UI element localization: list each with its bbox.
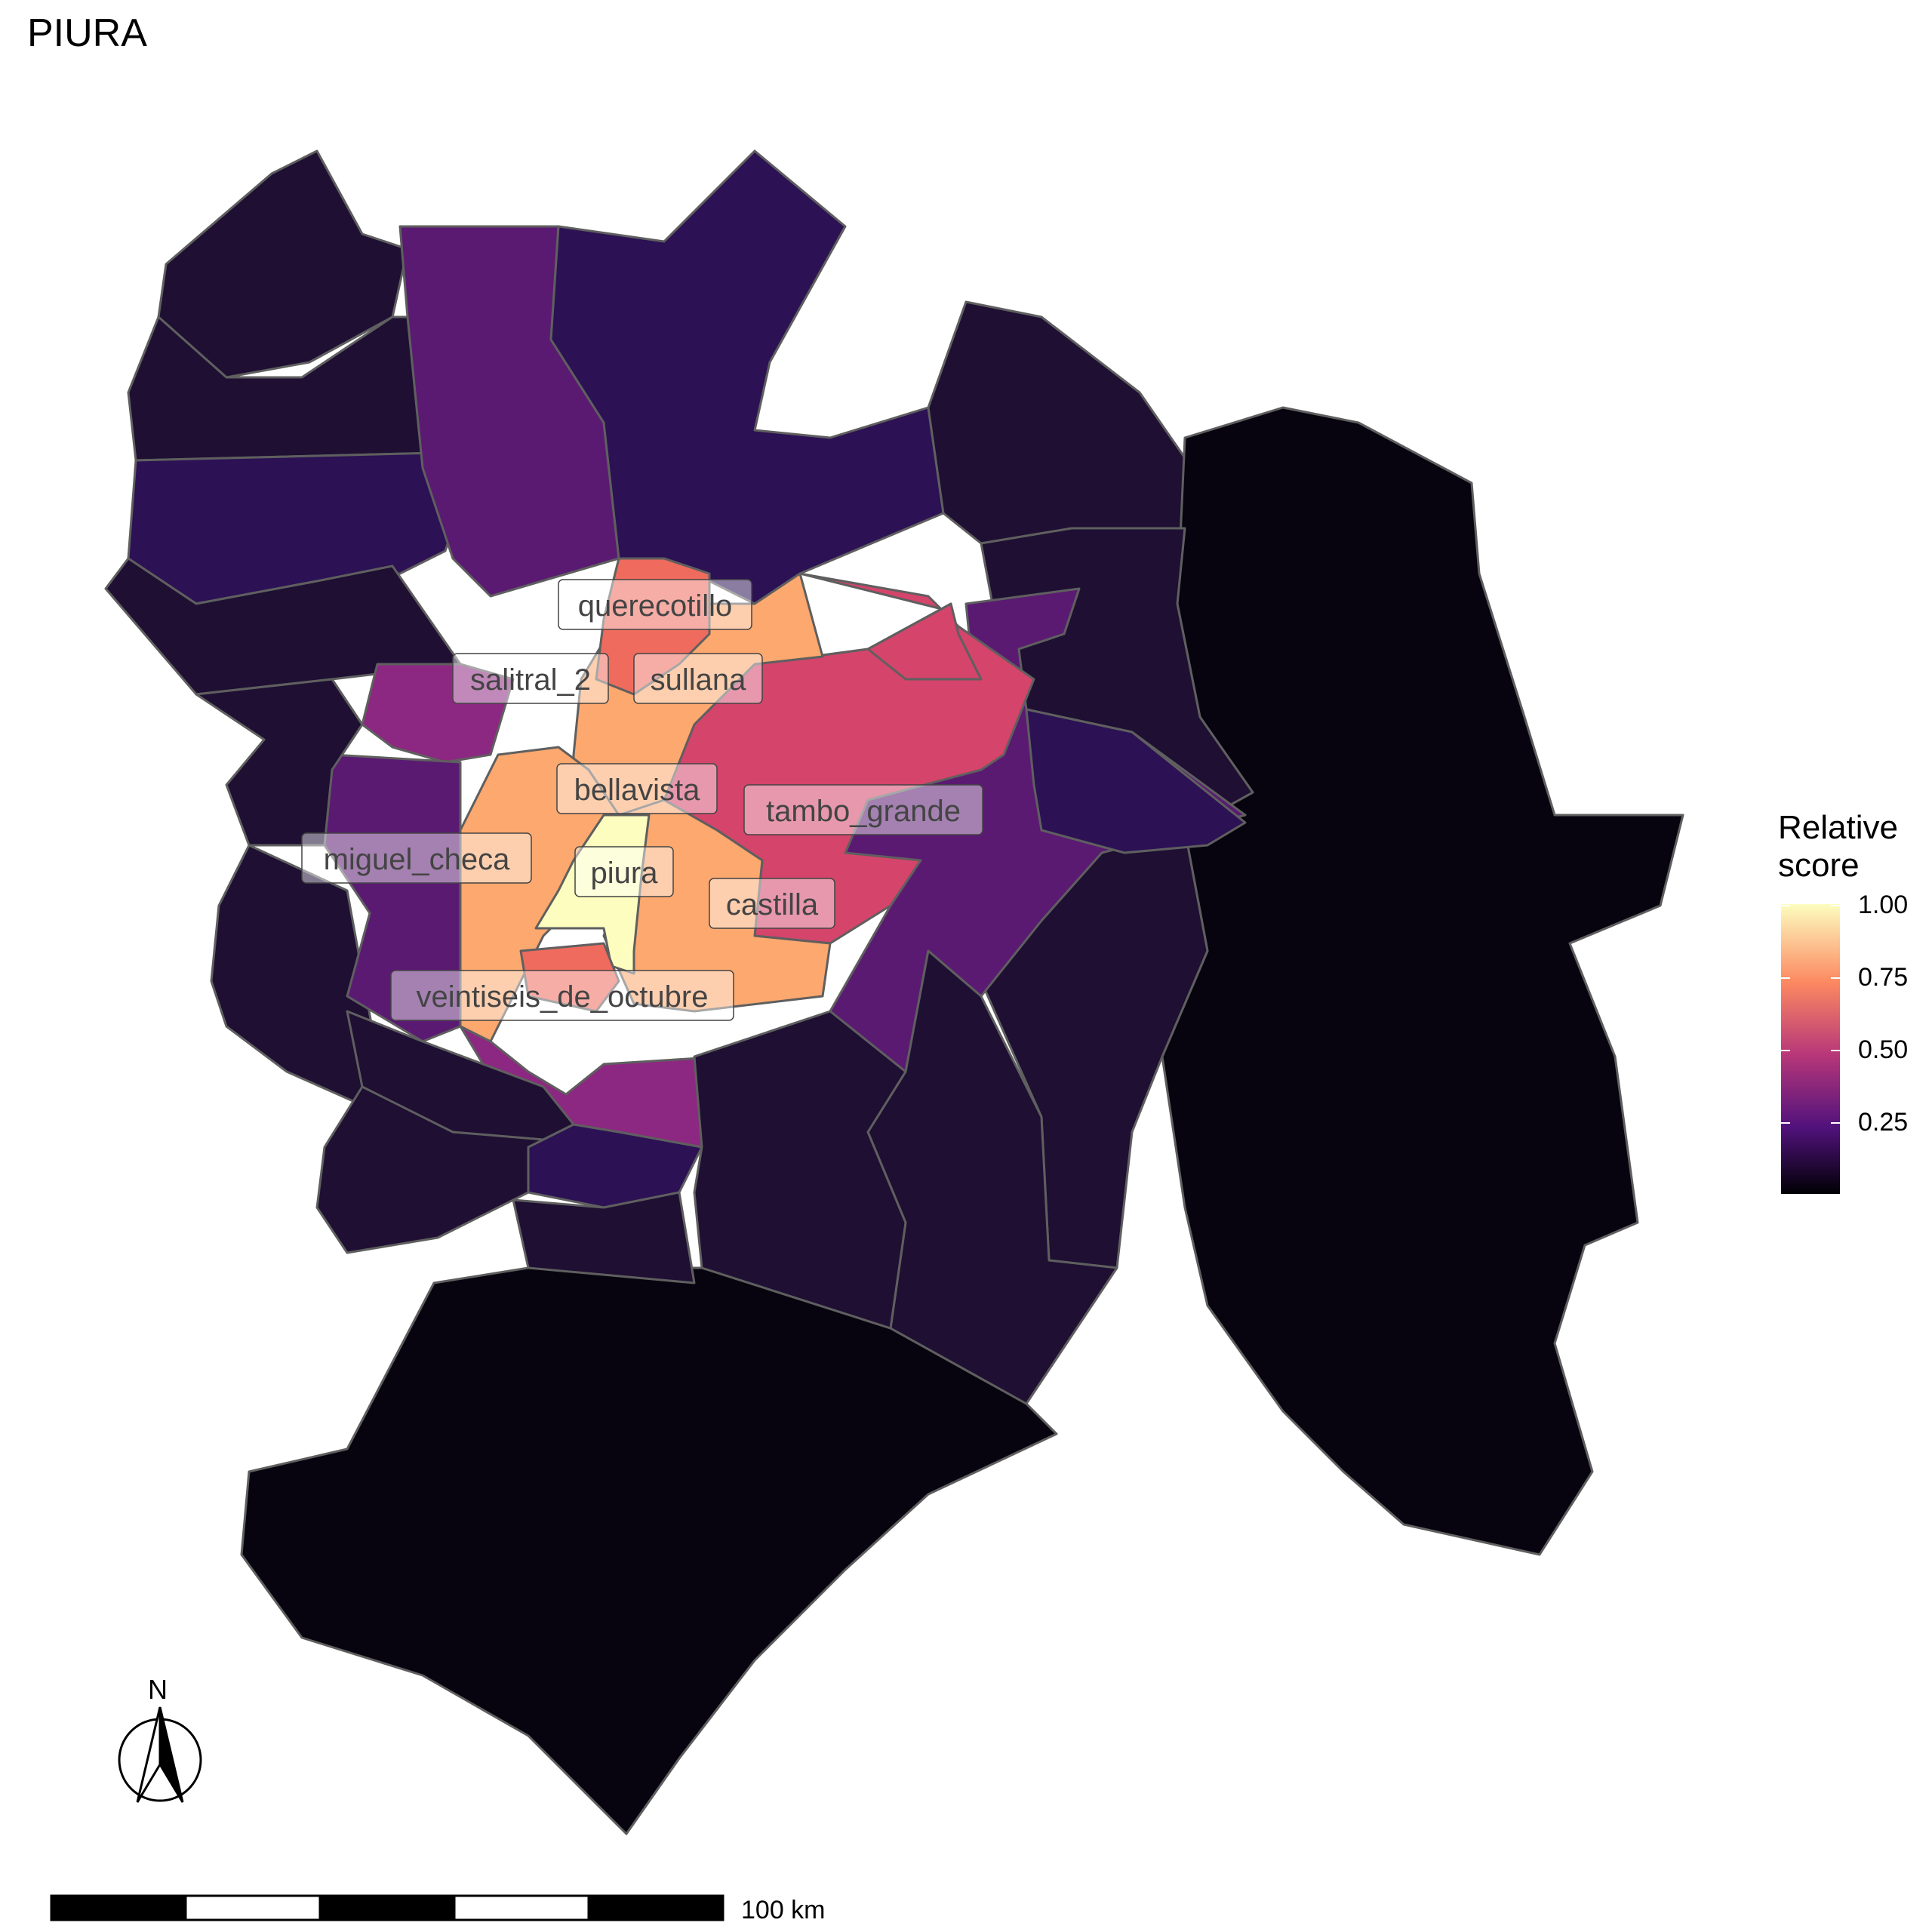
scale-bar — [50, 1894, 724, 1921]
district-east-1 — [1161, 406, 1684, 1556]
district-miguel-checa — [323, 753, 462, 1043]
district-northeast — [927, 300, 1209, 545]
north-arrow-letter: N — [148, 1674, 168, 1705]
label-veintiseis-text: veintiseis_de_octubre — [417, 980, 709, 1014]
district-layer — [104, 149, 1684, 1835]
legend-title-line1: Relative — [1778, 809, 1898, 846]
page-title: PIURA — [27, 11, 147, 55]
label-salitral-text: salitral_2 — [470, 663, 591, 697]
label-castilla-text: castilla — [726, 888, 819, 921]
legend-title-line2: score — [1778, 847, 1860, 884]
district-south-central-2 — [512, 1191, 696, 1284]
district-west-coast — [210, 844, 379, 1103]
district-south-coast — [240, 1266, 1058, 1835]
district-labels: querecotillo salitral_2 sullana bellavis… — [301, 579, 983, 1021]
label-bellavista: bellavista — [556, 763, 718, 814]
district-northwest-1 — [157, 149, 409, 379]
district-tambo-north — [866, 602, 983, 681]
district-salitral — [361, 663, 515, 764]
district-west-dark-strip — [195, 678, 364, 847]
label-tambo-grande-text: tambo_grande — [766, 795, 961, 828]
label-miguel-checa-text: miguel_checa — [324, 843, 511, 876]
label-piura: piura — [574, 846, 674, 897]
label-sullana: sullana — [633, 653, 763, 704]
label-miguel-checa: miguel_checa — [301, 832, 532, 884]
legend-tick-label: 0.50 — [1858, 1035, 1909, 1064]
north-arrow — [118, 1706, 202, 1803]
label-sullana-text: sullana — [651, 663, 747, 697]
label-tambo-grande: tambo_grande — [743, 784, 983, 835]
scale-bar-label: 100 km — [741, 1896, 826, 1924]
label-piura-text: piura — [591, 857, 659, 890]
legend-colorbar — [1781, 904, 1840, 1194]
district-veintiseis — [519, 942, 620, 1013]
label-castilla: castilla — [709, 878, 835, 929]
legend-tick-marks — [1781, 905, 1840, 1124]
district-south-large — [693, 1010, 907, 1330]
district-querecotillo — [595, 557, 711, 696]
district-southwest-dark — [315, 1085, 545, 1254]
label-querecotillo: querecotillo — [558, 579, 752, 630]
district-south-central — [527, 1123, 703, 1209]
legend-tick-label: 0.25 — [1858, 1108, 1909, 1137]
legend-tick-label: 1.00 — [1858, 891, 1909, 919]
label-querecotillo-text: querecotillo — [578, 589, 733, 623]
label-salitral: salitral_2 — [452, 653, 609, 704]
legend-title: Relative score — [1778, 809, 1898, 884]
label-bellavista-text: bellavista — [574, 774, 701, 807]
legend-tick-label: 0.75 — [1858, 963, 1909, 992]
district-east-lower-purple — [1025, 708, 1247, 854]
label-veintiseis: veintiseis_de_octubre — [390, 970, 734, 1021]
